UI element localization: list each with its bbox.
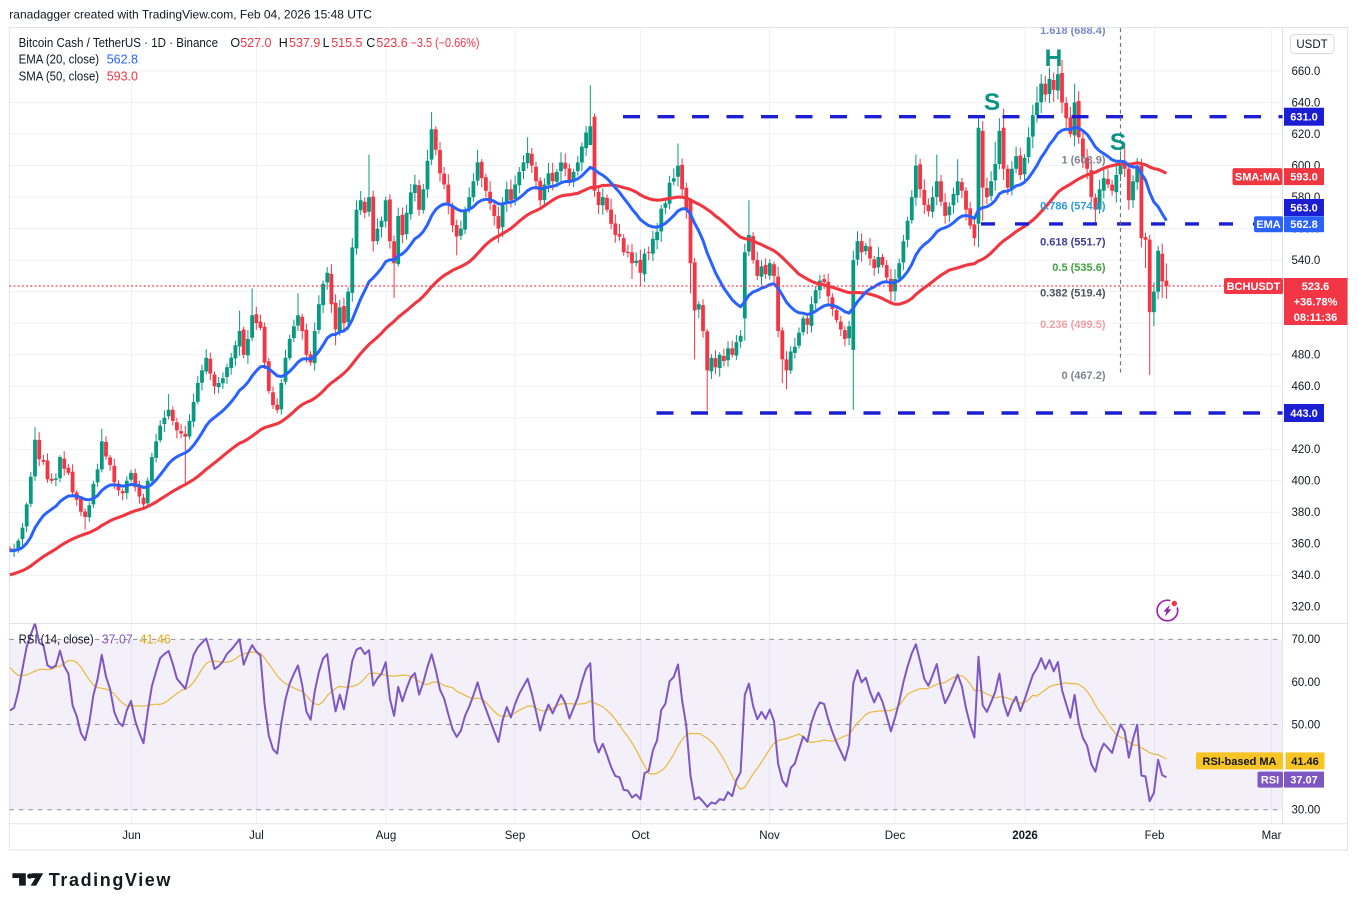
svg-text:ranadagger created with Tradin: ranadagger created with TradingView.com,… [9,7,372,21]
svg-text:0.786 (574.6): 0.786 (574.6) [1040,201,1106,213]
svg-text:460.0: 460.0 [1292,381,1321,393]
svg-text:EMA: EMA [1256,219,1281,231]
svg-text:30.00: 30.00 [1292,805,1321,817]
svg-text:41.46: 41.46 [1291,756,1319,768]
svg-text:537.9: 537.9 [289,36,320,50]
svg-text:640.0: 640.0 [1292,97,1321,109]
svg-text:0.382 (519.4): 0.382 (519.4) [1040,288,1106,300]
svg-text:443.0: 443.0 [1290,408,1318,420]
svg-text:527.0: 527.0 [240,36,271,50]
svg-text:1.618 (688.4): 1.618 (688.4) [1040,25,1106,37]
svg-text:523.6: 523.6 [376,36,407,50]
svg-text:RSI-based MA: RSI-based MA [1203,756,1277,768]
svg-text:70.00: 70.00 [1292,634,1321,646]
svg-text:Aug: Aug [376,830,396,842]
svg-text:1 (603.9): 1 (603.9) [1061,154,1105,166]
svg-text:523.6: 523.6 [1302,281,1330,293]
svg-text:540.0: 540.0 [1292,255,1321,267]
svg-text:Feb: Feb [1145,830,1165,842]
svg-text:SMA (50, close): SMA (50, close) [19,69,100,83]
svg-text:60.00: 60.00 [1292,677,1321,689]
svg-text:0.618 (551.7): 0.618 (551.7) [1040,237,1106,249]
svg-text:620.0: 620.0 [1292,129,1321,141]
svg-text:360.0: 360.0 [1292,539,1321,551]
svg-text:−3.5 (−0.66%): −3.5 (−0.66%) [411,36,480,50]
svg-text:593.0: 593.0 [107,69,138,83]
svg-text:+36.78%: +36.78% [1294,297,1338,309]
svg-text:BCHUSDT: BCHUSDT [1227,281,1281,293]
svg-text:S: S [984,89,1000,116]
svg-text:O: O [230,36,240,50]
svg-text:2026: 2026 [1012,830,1038,842]
svg-text:EMA (20, close): EMA (20, close) [19,53,100,67]
svg-text:USDT: USDT [1296,39,1327,51]
svg-text:Jun: Jun [122,830,141,842]
svg-text:0.5 (535.6): 0.5 (535.6) [1052,262,1106,274]
svg-text:37.07: 37.07 [102,632,133,646]
svg-text:Sep: Sep [505,830,525,842]
svg-text:593.0: 593.0 [1290,172,1318,184]
svg-text:SMA:MA: SMA:MA [1235,172,1280,184]
svg-text:Nov: Nov [759,830,780,842]
svg-text:Bitcoin Cash / TetherUS · 1D ·: Bitcoin Cash / TetherUS · 1D · Binance [19,36,218,50]
svg-text:08:11:36: 08:11:36 [1294,312,1337,324]
svg-text:515.5: 515.5 [331,36,362,50]
svg-text:41.46: 41.46 [140,632,171,646]
svg-text:480.0: 480.0 [1292,350,1321,362]
svg-text:320.0: 320.0 [1292,602,1321,614]
svg-text:400.0: 400.0 [1292,476,1321,488]
svg-text:340.0: 340.0 [1292,570,1321,582]
svg-text:Mar: Mar [1262,830,1282,842]
svg-text:Jul: Jul [249,830,264,842]
svg-text:420.0: 420.0 [1292,444,1321,456]
svg-text:L: L [323,36,330,50]
svg-text:631.0: 631.0 [1290,112,1318,124]
svg-text:Dec: Dec [885,830,906,842]
svg-text:37.07: 37.07 [1290,775,1318,787]
svg-text:H: H [1045,45,1063,72]
svg-text:562.8: 562.8 [1290,219,1318,231]
svg-text:0 (467.2): 0 (467.2) [1061,370,1105,382]
svg-text:TradingView: TradingView [49,870,172,890]
svg-text:563.0: 563.0 [1290,203,1318,215]
svg-text:RSI (14, close): RSI (14, close) [19,632,94,646]
svg-text:C: C [366,36,375,50]
svg-text:380.0: 380.0 [1292,507,1321,519]
svg-text:0.236 (499.5): 0.236 (499.5) [1040,319,1106,331]
svg-text:562.8: 562.8 [107,53,138,67]
svg-text:50.00: 50.00 [1292,719,1321,731]
svg-text:Oct: Oct [632,830,651,842]
svg-text:660.0: 660.0 [1292,66,1321,78]
svg-text:H: H [279,36,288,50]
svg-text:RSI: RSI [1261,775,1279,787]
svg-text:S: S [1110,129,1126,156]
